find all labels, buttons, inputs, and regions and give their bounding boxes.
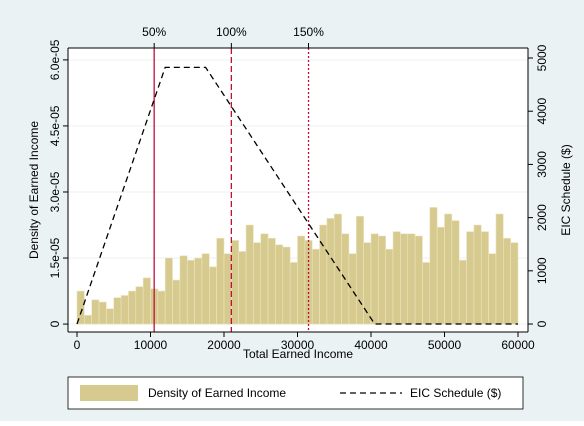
y-tick-label: 0 [48, 320, 62, 327]
histogram-bar [311, 248, 320, 325]
y2-tick-label: 3000 [535, 151, 549, 178]
histogram-bar [370, 233, 379, 325]
histogram-bar [407, 233, 416, 325]
histogram-bar [135, 286, 144, 325]
histogram-bar [385, 248, 394, 325]
histogram-bar [495, 213, 504, 325]
x-tick-label: 0 [74, 338, 81, 352]
x-tick-label: 20000 [207, 338, 241, 352]
histogram-bar [414, 235, 423, 325]
histogram-bar [113, 297, 122, 325]
reference-label: 150% [293, 25, 324, 39]
x-tick-label: 60000 [501, 338, 535, 352]
y2-tick-label: 1000 [535, 257, 549, 284]
histogram-bar [223, 253, 232, 325]
y-tick-label: 3.0e-05 [48, 171, 62, 212]
histogram-bar [157, 290, 166, 325]
legend-label: Density of Earned Income [148, 386, 286, 400]
histogram-bar [106, 308, 115, 325]
histogram-bar [245, 224, 254, 325]
histogram-bar [356, 215, 364, 325]
histogram-bar [260, 233, 269, 325]
histogram-bar [510, 242, 519, 325]
histogram-bar [201, 253, 210, 325]
histogram-bar [392, 231, 401, 325]
x-tick-label: 40000 [354, 338, 388, 352]
histogram-bar [238, 251, 247, 325]
legend-label: EIC Schedule ($) [410, 386, 501, 400]
histogram-bar [378, 235, 387, 325]
histogram-bar [98, 301, 107, 325]
histogram-bar [216, 237, 225, 325]
reference-label: 100% [216, 25, 247, 39]
reference-label: 50% [142, 25, 166, 39]
y2-tick-label: 2000 [535, 204, 549, 231]
histogram-bar [282, 246, 291, 325]
y2-tick-label: 4000 [535, 98, 549, 125]
histogram-bar [142, 277, 151, 325]
histogram-bar [473, 224, 482, 325]
histogram-bar [326, 218, 335, 325]
y-tick-label: 1.5e-05 [48, 237, 62, 278]
x-tick-label: 50000 [428, 338, 462, 352]
histogram-bar [297, 235, 306, 325]
histogram-bar [84, 314, 92, 325]
eic-line [76, 66, 519, 325]
histogram-bar [451, 220, 460, 325]
y-axis-title: Density of Earned Income [27, 121, 41, 259]
histogram-bar [503, 237, 511, 325]
histogram-bar [348, 253, 357, 325]
histogram-bar [275, 244, 284, 325]
histogram-bar [164, 257, 173, 325]
histogram-bar [128, 290, 137, 325]
histogram-bar [444, 213, 453, 325]
histogram-bar [429, 207, 438, 325]
histogram-bar [91, 299, 100, 325]
legend [67, 376, 524, 410]
histogram-bar [194, 257, 203, 325]
histogram-bar [179, 255, 188, 325]
histogram-bar [186, 259, 195, 325]
y2-axis-title: EIC Schedule ($) [559, 144, 573, 235]
x-axis-title: Total Earned Income [243, 347, 353, 361]
legend-swatch [80, 385, 138, 401]
histogram-bar [400, 233, 409, 325]
y-tick-label: 6.0e-05 [48, 39, 62, 80]
y2-tick-label: 0 [535, 320, 549, 327]
histogram-bar [319, 224, 328, 325]
histogram-bar [120, 295, 129, 325]
histogram-bar [208, 266, 217, 325]
histogram-bar [172, 279, 181, 325]
x-tick-label: 10000 [134, 338, 168, 352]
y-tick-label: 4.5e-05 [48, 105, 62, 146]
x-tick-label: 30000 [281, 338, 315, 352]
histogram-bar [289, 262, 298, 325]
y2-tick-label: 5000 [535, 44, 549, 71]
histogram-bar [466, 231, 475, 325]
histogram-bar [231, 240, 239, 325]
histogram-bar [76, 290, 85, 325]
histogram-bar [488, 253, 497, 325]
histogram-bar [480, 231, 489, 325]
histogram-bar [458, 259, 467, 325]
histogram-bar [436, 226, 445, 325]
histogram-bar [267, 237, 276, 325]
histogram-bar [422, 262, 431, 325]
histogram-bar [253, 242, 262, 325]
